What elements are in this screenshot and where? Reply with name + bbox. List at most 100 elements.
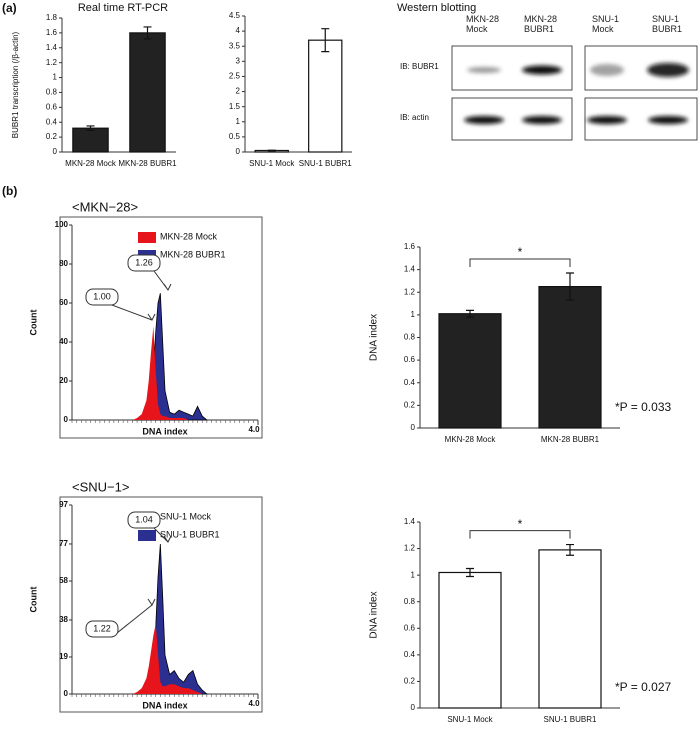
error-bar	[466, 567, 474, 578]
y-tick-label: 0.6	[404, 355, 416, 364]
callout-label: 1.00	[93, 291, 111, 301]
callout-arrow	[111, 598, 156, 638]
legend-swatch	[138, 530, 156, 541]
p-value-note: *P = 0.027	[615, 680, 671, 694]
significance-mark: *	[518, 245, 523, 259]
bar	[438, 571, 502, 709]
y-tick-label: 1.2	[404, 544, 416, 553]
significance-bracket	[469, 530, 571, 539]
blot-row-label: IB: BUBR1	[400, 62, 439, 71]
lane-label: SNU-1 Mock	[592, 14, 620, 34]
y-tick-label: 0.2	[46, 132, 58, 141]
y-tick-label: 40	[59, 337, 68, 346]
x-tick-label: SNU-1 Mock	[447, 715, 493, 724]
callout-box	[127, 254, 161, 272]
callout-label: 1.04	[135, 514, 153, 524]
x-tick-label: SNU-1 Mock	[249, 159, 295, 168]
significance-bracket	[469, 258, 571, 268]
lane-label: MKN-28 Mock	[466, 14, 500, 34]
western-title: Western blotting	[397, 2, 476, 14]
blot-bands	[464, 63, 689, 124]
y-tick-label: 20	[59, 376, 68, 385]
legend-label: SNU-1 BUBR1	[160, 529, 220, 539]
y-tick-label: 0.8	[404, 597, 416, 606]
y-tick-label: 1.2	[46, 58, 58, 67]
legend-label: MKN-28 Mock	[160, 231, 218, 241]
legend-swatch	[138, 232, 156, 243]
y-tick-label: 58	[59, 576, 68, 585]
y-tick-label: 0.6	[404, 623, 416, 632]
y-axis-label: Count	[28, 587, 38, 613]
y-axis-label: Count	[28, 310, 38, 336]
y-tick-label: 0.5	[229, 132, 241, 141]
y-tick-label: 0	[64, 415, 69, 424]
plot-frame	[59, 496, 263, 713]
x-axis-label: DNA index	[142, 700, 187, 710]
significance-mark: *	[518, 517, 523, 531]
legend-label: SNU-1 Mock	[160, 511, 212, 521]
x-axis-label: DNA index	[142, 426, 187, 436]
y-tick-label: 1.2	[404, 287, 416, 296]
y-axis-label: DNA index	[369, 314, 380, 361]
error-bar	[143, 26, 152, 40]
histogram-area	[132, 623, 207, 694]
callout-box	[127, 511, 161, 529]
bar	[72, 127, 109, 153]
callout-arrow	[111, 304, 156, 321]
lane-label: MKN-28 BUBR1	[524, 14, 558, 34]
p-value-note: *P = 0.033	[615, 400, 671, 414]
chart-title: <SNU−1>	[72, 479, 129, 494]
y-tick-label: 3	[236, 56, 241, 65]
histogram-area	[132, 543, 208, 695]
blot-row-label: IB: actin	[400, 113, 429, 122]
y-tick-label: 2.5	[229, 72, 241, 81]
y-tick-label: 1.5	[229, 102, 241, 111]
y-tick-label: 3.5	[229, 41, 241, 50]
error-bar	[86, 125, 95, 132]
bar	[538, 285, 602, 429]
x-tick-label: MKN-28 Mock	[445, 435, 497, 444]
x-tick-label: MKN-28 BUBR1	[541, 435, 600, 444]
y-tick-label: 80	[59, 259, 68, 268]
y-tick-label: 1	[411, 570, 416, 579]
y-tick-label: 1.6	[404, 242, 416, 251]
y-tick-label: 0	[53, 147, 58, 156]
y-tick-label: 60	[59, 298, 68, 307]
error-bar	[267, 149, 276, 152]
y-tick-label: 19	[59, 652, 68, 661]
x-tick-label: SNU-1 BUBR1	[544, 715, 597, 724]
y-tick-label: 0.4	[404, 650, 416, 659]
x-tick-label: 4.0	[248, 699, 260, 708]
error-bar	[466, 309, 474, 318]
blot	[451, 45, 698, 141]
y-tick-label: 0.4	[404, 378, 416, 387]
y-tick-label: 0	[236, 147, 241, 156]
x-tick-label: 4.0	[248, 425, 260, 434]
callout-arrow	[153, 527, 172, 543]
y-tick-label: 0	[64, 689, 69, 698]
bar	[538, 549, 602, 709]
y-tick-label: 1	[53, 73, 58, 82]
y-tick-label: 1.4	[404, 517, 416, 526]
callout-arrow	[153, 270, 172, 291]
bar	[308, 39, 343, 153]
y-tick-label: 0.2	[404, 677, 416, 686]
panel-label: (a)	[2, 1, 17, 15]
chart-title: <MKN−28>	[72, 199, 138, 214]
bar	[438, 313, 502, 429]
panel-label: (b)	[2, 184, 17, 198]
lane-label: SNU-1 BUBR1	[652, 14, 683, 34]
y-tick-label: 4.5	[229, 11, 241, 20]
y-axis-label: DNA index	[369, 591, 380, 638]
y-tick-label: 0.4	[46, 117, 58, 126]
y-tick-label: 1	[411, 310, 416, 319]
y-tick-label: 100	[55, 220, 69, 229]
plot-frame	[59, 216, 263, 439]
callout-box	[85, 620, 119, 638]
y-tick-label: 38	[59, 615, 68, 624]
y-tick-label: 0.8	[404, 333, 416, 342]
y-tick-label: 0	[411, 703, 416, 712]
callout-box	[85, 288, 119, 306]
